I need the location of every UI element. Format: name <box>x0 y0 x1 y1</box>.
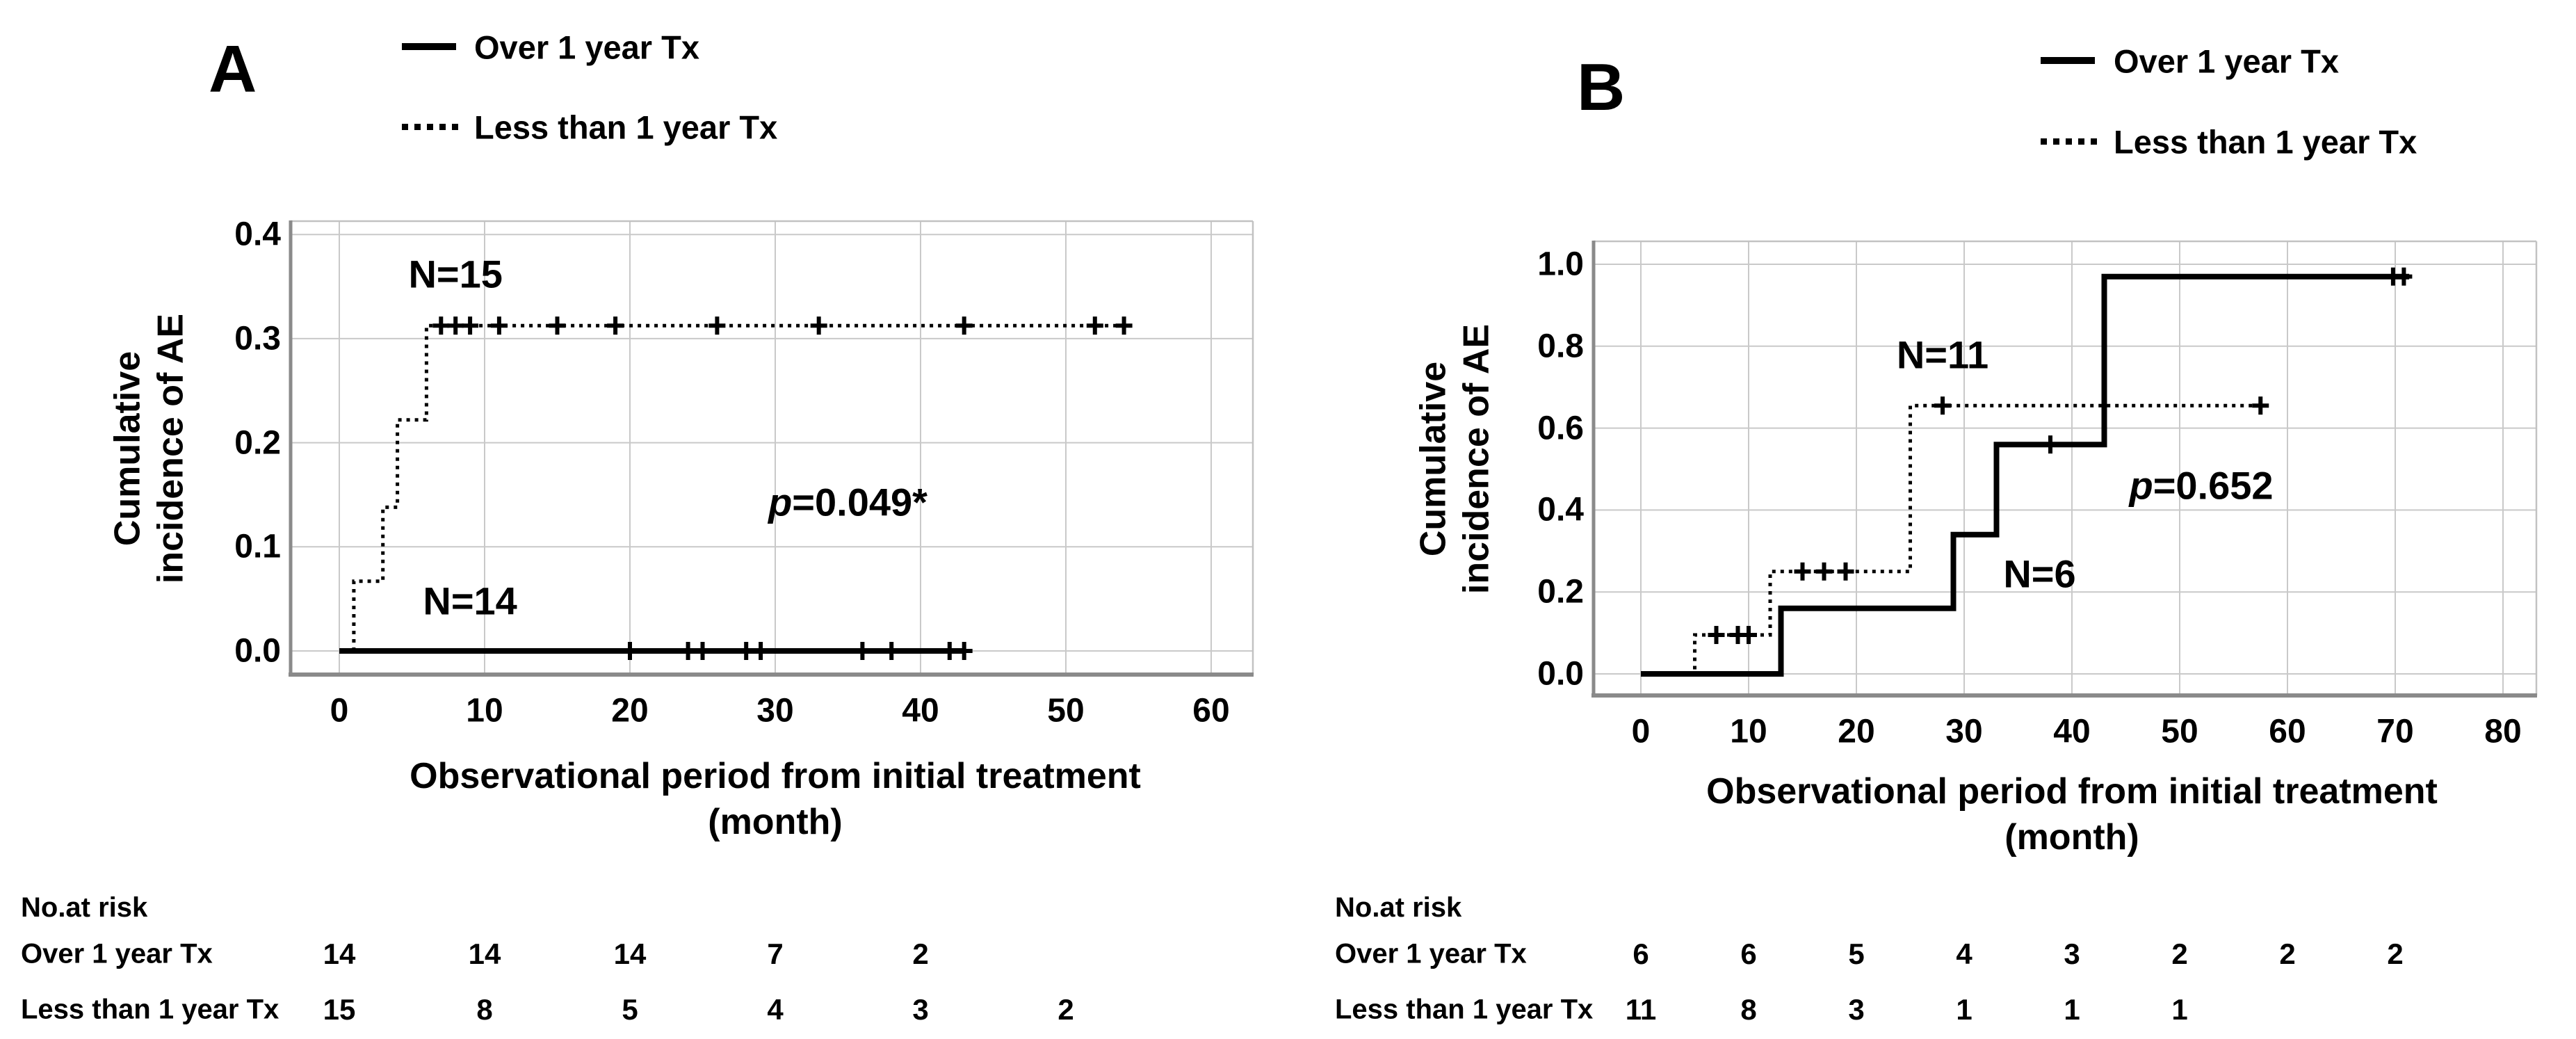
risk-count: 15 <box>323 993 356 1026</box>
legend-solid-line-swatch <box>402 43 456 50</box>
y-tick-label: 0.4 <box>234 216 281 253</box>
y-tick-label: 0.8 <box>1537 328 1584 365</box>
p-value-label: p=0.652 <box>2129 463 2274 508</box>
x-tick-label: 40 <box>902 692 939 730</box>
risk-count: 3 <box>912 993 929 1026</box>
y-axis-title-line1: Cumulative <box>1413 361 1454 557</box>
risk-count: 14 <box>323 937 356 970</box>
risk-count: 4 <box>767 993 784 1026</box>
risk-count: 2 <box>1058 993 1074 1026</box>
legend-solid-line-swatch <box>2041 57 2095 64</box>
risk-count: 1 <box>2171 993 2188 1026</box>
x-axis-title-line1: Observational period from initial treatm… <box>1706 771 2438 812</box>
risk-row-label-over-1-year-tx: Over 1 year Tx <box>1335 938 1527 969</box>
legend-dotted-line-swatch <box>2041 138 2099 145</box>
x-tick-label: 70 <box>2376 713 2414 750</box>
risk-count: 3 <box>2064 937 2080 970</box>
risk-count: 14 <box>613 937 647 970</box>
p-value-label: p=0.049* <box>768 480 927 524</box>
x-tick-label: 0 <box>1631 713 1651 750</box>
p-value-italic-p: p <box>2129 463 2153 508</box>
risk-count: 8 <box>1740 993 1757 1026</box>
risk-count: 11 <box>1625 993 1657 1026</box>
risk-table-title: No.at risk <box>21 892 148 923</box>
x-tick-label: 80 <box>2484 713 2522 750</box>
risk-count: 14 <box>468 937 501 970</box>
risk-count: 4 <box>1956 937 1972 970</box>
x-tick-label: 40 <box>2053 713 2091 750</box>
legend-dotted-line-swatch <box>402 124 460 130</box>
x-tick-label: 50 <box>1047 692 1085 730</box>
x-tick-label: 50 <box>2161 713 2198 750</box>
x-tick-label: 10 <box>466 692 503 730</box>
y-tick-label: 0.1 <box>234 528 281 565</box>
legend-label-over-1-year-tx: Over 1 year Tx <box>2114 42 2339 80</box>
y-tick-label: 0.3 <box>234 320 281 357</box>
panel-label-a: A <box>209 32 257 106</box>
risk-row-label-over-1-year-tx: Over 1 year Tx <box>21 938 213 969</box>
risk-count: 6 <box>1740 937 1757 970</box>
km-curve-dotted <box>1641 403 2266 676</box>
legend-label-over-1-year-tx: Over 1 year Tx <box>474 29 699 66</box>
p-value-italic-p: p <box>768 480 793 524</box>
risk-count: 2 <box>2171 937 2188 970</box>
n-label: N=11 <box>1896 332 1989 377</box>
panel-label-b: B <box>1577 50 1626 124</box>
y-tick-label: 0.0 <box>1537 655 1584 693</box>
risk-count: 5 <box>1848 937 1865 970</box>
y-tick-label: 1.0 <box>1537 245 1584 283</box>
x-tick-label: 60 <box>2269 713 2306 750</box>
risk-count: 3 <box>1848 993 1865 1026</box>
risk-count: 2 <box>912 937 929 970</box>
y-tick-label: 0.2 <box>1537 573 1584 611</box>
n-label: N=14 <box>423 579 517 623</box>
x-axis-title-line2: (month) <box>708 802 843 842</box>
risk-count: 2 <box>2279 937 2296 970</box>
n-label: N=6 <box>2003 551 2076 596</box>
risk-count: 1 <box>2064 993 2080 1026</box>
risk-row-label-less-than-1-year-tx: Less than 1 year Tx <box>1335 994 1594 1025</box>
x-tick-label: 20 <box>1838 713 1875 750</box>
x-axis-title-line1: Observational period from initial treatm… <box>410 756 1141 796</box>
risk-row-label-less-than-1-year-tx: Less than 1 year Tx <box>21 994 280 1025</box>
x-tick-label: 60 <box>1192 692 1230 730</box>
y-tick-label: 0.6 <box>1537 410 1584 447</box>
x-tick-label: 0 <box>330 692 349 730</box>
risk-count: 7 <box>767 937 784 970</box>
x-axis-title-line2: (month) <box>2004 817 2139 857</box>
risk-table-title: No.at risk <box>1335 892 1462 923</box>
risk-count: 1 <box>1956 993 1972 1026</box>
risk-count: 2 <box>2387 937 2404 970</box>
x-tick-label: 20 <box>611 692 649 730</box>
x-tick-label: 30 <box>1945 713 1983 750</box>
y-tick-label: 0.0 <box>234 632 281 670</box>
km-curve-solid <box>1641 273 2410 677</box>
y-tick-label: 0.4 <box>1537 491 1584 529</box>
n-label: N=15 <box>408 252 503 296</box>
x-tick-label: 30 <box>756 692 794 730</box>
risk-count: 8 <box>476 993 493 1026</box>
legend-label-less-than-1-year-tx: Less than 1 year Tx <box>474 108 778 146</box>
risk-count: 5 <box>622 993 638 1026</box>
risk-count: 6 <box>1633 937 1649 970</box>
x-tick-label: 10 <box>1730 713 1767 750</box>
y-tick-label: 0.2 <box>234 424 281 462</box>
legend-label-less-than-1-year-tx: Less than 1 year Tx <box>2114 123 2417 161</box>
